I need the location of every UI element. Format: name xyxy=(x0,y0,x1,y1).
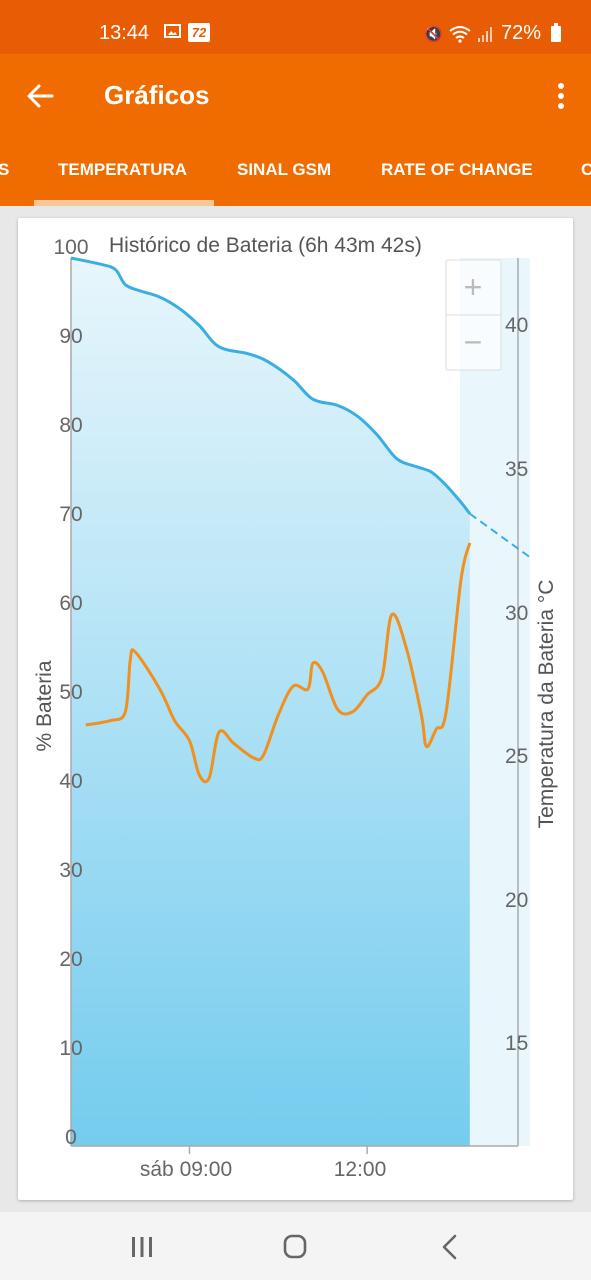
battery-history-chart[interactable]: Histórico de Bateria (6h 43m 42s) 0 10 2… xyxy=(18,218,573,1200)
zoom-controls: + − xyxy=(445,259,502,371)
x-tick: sáb 09:00 xyxy=(140,1158,232,1181)
battery-line xyxy=(70,256,471,515)
tab-sinal-gsm[interactable]: SINAL GSM xyxy=(237,160,332,179)
signal-icon xyxy=(477,26,492,42)
mute-icon: 🔇 xyxy=(424,25,443,43)
status-right: 🔇 72% xyxy=(424,22,561,45)
y2-tick: 40 xyxy=(505,314,528,337)
y2-tick: 20 xyxy=(505,889,528,912)
y2-tick: 15 xyxy=(505,1032,528,1055)
y-tick: 90 xyxy=(59,325,82,348)
badge-icon: 72 xyxy=(188,23,210,42)
y-tick: 0 xyxy=(65,1126,77,1149)
navigation-bar xyxy=(0,1212,591,1280)
arrow-left-icon[interactable] xyxy=(22,78,58,114)
projection-region xyxy=(460,258,530,1146)
app-bar: Gráficos xyxy=(0,54,591,138)
recent-apps-icon[interactable] xyxy=(122,1230,162,1264)
home-icon[interactable] xyxy=(275,1230,315,1264)
y2-tick: 25 xyxy=(505,745,528,768)
battery-percent: 72% xyxy=(500,22,541,44)
temperature-line xyxy=(85,542,472,784)
y-tick: 40 xyxy=(59,770,82,793)
battery-area xyxy=(71,258,470,1146)
tab-partial-right[interactable]: C xyxy=(581,160,591,179)
zoom-in-button[interactable]: + xyxy=(464,269,483,305)
chart-title: Histórico de Bateria (6h 43m 42s) xyxy=(109,234,422,257)
y-tick: 10 xyxy=(59,1037,82,1060)
tab-bar: S TEMPERATURA SINAL GSM RATE OF CHANGE C xyxy=(0,138,591,206)
tab-indicator xyxy=(34,200,214,206)
more-vertical-icon[interactable] xyxy=(549,78,573,114)
status-time: 13:44 xyxy=(99,22,150,44)
chart-card: Histórico de Bateria (6h 43m 42s) 0 10 2… xyxy=(18,218,573,1200)
status-bar: 13:44 72 🔇 72% xyxy=(0,0,591,54)
y-tick: 70 xyxy=(59,503,82,526)
tab-temperatura[interactable]: TEMPERATURA xyxy=(58,160,188,179)
wifi-icon xyxy=(449,25,471,43)
battery-icon xyxy=(551,22,561,42)
y-tick: 50 xyxy=(59,681,82,704)
y-tick: 100 xyxy=(53,236,88,259)
y2-tick: 35 xyxy=(505,458,528,481)
y-tick: 30 xyxy=(59,859,82,882)
image-icon xyxy=(164,24,181,38)
y-tick: 60 xyxy=(59,592,82,615)
zoom-out-button[interactable]: − xyxy=(464,324,483,360)
y-tick: 80 xyxy=(59,414,82,437)
y-tick: 20 xyxy=(59,948,82,971)
tab-partial-left[interactable]: S xyxy=(0,160,10,179)
x-tick: 12:00 xyxy=(334,1158,387,1181)
y2-tick: 30 xyxy=(505,602,528,625)
tab-rate-of-change[interactable]: RATE OF CHANGE xyxy=(381,160,533,179)
back-icon[interactable] xyxy=(430,1230,470,1264)
page-title: Gráficos xyxy=(104,80,210,110)
y-axis-label: % Bateria xyxy=(33,660,56,751)
y2-axis-label: Temperatura da Bateria °C xyxy=(535,580,558,829)
